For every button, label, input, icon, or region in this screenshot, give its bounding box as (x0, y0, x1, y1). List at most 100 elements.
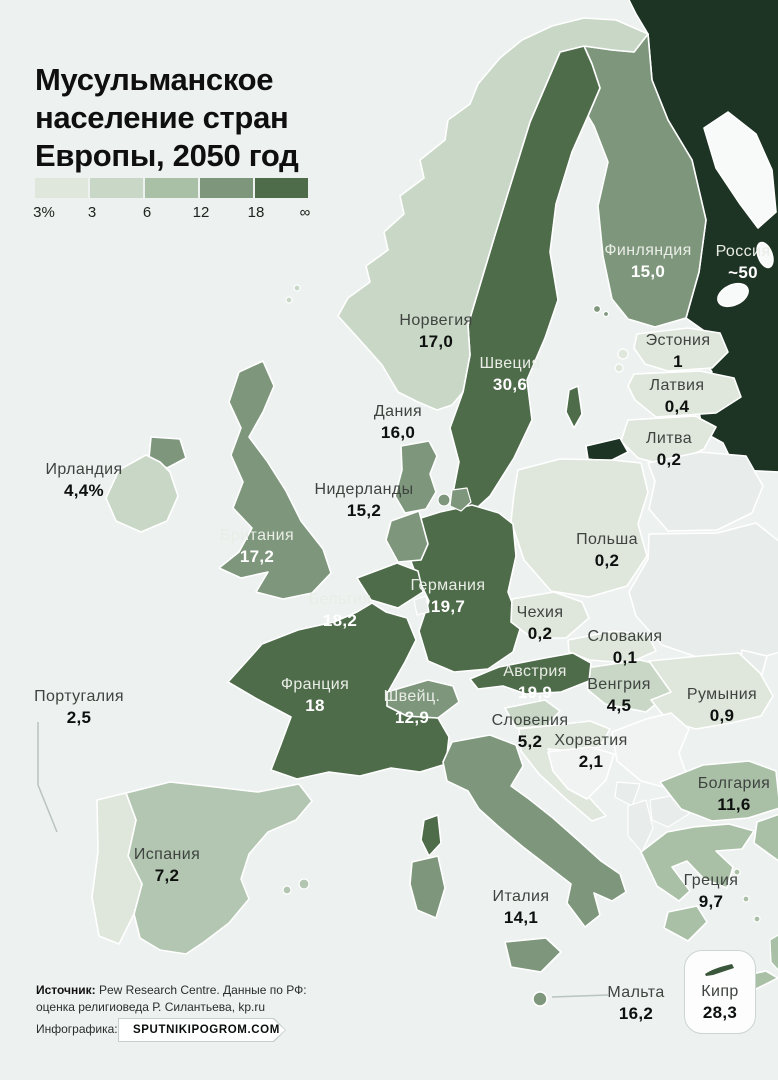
source-label: Источник: (36, 983, 96, 997)
country-value: 17,0 (418, 332, 454, 351)
country-name: Дания (373, 403, 423, 420)
region-turkey-thrace (753, 813, 778, 862)
country-value: 15,0 (630, 262, 666, 281)
country-label-czechia: Чехия 0,2 (517, 602, 564, 644)
country-label-norway: Норвегия 17,0 (399, 310, 472, 352)
island-aegean-3 (753, 915, 761, 923)
country-name: Латвия (649, 377, 705, 394)
source-text-1: Pew Research Centre. Данные по РФ: (95, 983, 307, 997)
country-name: Хорватия (554, 732, 628, 749)
country-value: 12,9 (394, 708, 430, 727)
legend-swatch-3 (145, 178, 198, 198)
country-label-cyprus: Кипр 28,3 (701, 981, 738, 1023)
country-name: Испания (133, 846, 201, 863)
source-line-1: Источник: Pew Research Centre. Данные по… (36, 982, 307, 999)
credit-site-badge: SPUTNIKIPOGROM.COM (118, 1018, 286, 1042)
lake-ladoga (717, 282, 749, 308)
country-name: Франция (280, 676, 350, 693)
legend-swatch-1 (35, 178, 88, 198)
region-peloponnese (663, 905, 708, 942)
country-value: 9,7 (698, 892, 724, 911)
country-label-switzerland: Швейц. 12,9 (384, 686, 441, 728)
credit-site-text: SPUTNIKIPOGROM.COM (119, 1019, 285, 1041)
legend-label: ∞ (299, 204, 311, 221)
country-label-estonia: Эстония 1 (646, 330, 711, 372)
legend-label: 3% (33, 204, 55, 221)
country-value: 0,4 (664, 397, 690, 416)
country-name: Мальта (607, 984, 665, 1001)
country-label-russia: Россия ~50 (716, 241, 771, 283)
island-hiiumaa (614, 363, 624, 373)
country-value: 0,2 (594, 551, 620, 570)
country-label-portugal: Португалия 2,5 (34, 686, 124, 728)
legend-label: 6 (142, 204, 152, 221)
island-aland-1 (592, 304, 602, 314)
country-name: Нидерланды (314, 481, 414, 498)
country-value: 28,3 (702, 1003, 738, 1022)
country-label-austria: Австрия 19,9 (503, 661, 567, 703)
country-czechia (510, 591, 590, 639)
country-label-bulgaria: Болгария 11,6 (698, 773, 770, 815)
country-label-belgium: Бельгия 18,2 (309, 589, 372, 631)
country-name: Норвегия (399, 312, 473, 329)
country-belarus (647, 451, 764, 532)
island-funen (437, 493, 451, 507)
country-name: Словакия (587, 628, 663, 645)
country-label-spain: Испания 7,2 (134, 844, 200, 886)
island-orkney (285, 296, 293, 304)
country-name: Ирландия (45, 461, 123, 478)
country-label-latvia: Латвия 0,4 (650, 375, 705, 417)
country-value: 2,5 (66, 708, 92, 727)
island-corsica (420, 814, 442, 857)
country-value: 14,1 (503, 908, 539, 927)
island-malta-dot (532, 991, 548, 1007)
island-aegean-1 (733, 868, 741, 876)
country-denmark (394, 440, 438, 514)
country-italy (442, 734, 627, 928)
country-luxembourg (413, 595, 430, 616)
country-name: Болгария (697, 775, 771, 792)
legend-label: 12 (192, 204, 210, 221)
country-name: Бельгия (308, 591, 372, 608)
country-austria (469, 652, 592, 695)
country-switzerland (386, 679, 460, 719)
cyprus-island-icon (705, 964, 734, 976)
country-value: ~50 (728, 263, 758, 282)
country-bosnia (547, 746, 615, 800)
country-value: 15,2 (346, 501, 382, 520)
island-sicily (504, 937, 562, 973)
country-label-croatia: Хорватия 2,1 (554, 730, 627, 772)
country-belgium (356, 562, 424, 609)
cyprus-callout-box (684, 950, 756, 1034)
country-label-denmark: Дания 16,0 (374, 401, 422, 443)
country-ireland (105, 454, 179, 533)
credit-label: Инфографика: (36, 1022, 118, 1036)
country-value: 0,2 (527, 624, 553, 643)
portugal-connector-line (37, 722, 58, 833)
country-value: 2,1 (578, 752, 604, 771)
country-label-france: Франция 18 (281, 674, 349, 716)
country-value: 4,5 (606, 696, 632, 715)
country-name: Швеция (479, 355, 541, 372)
country-value: 19,7 (430, 597, 466, 616)
country-value: 5,2 (517, 732, 543, 751)
country-label-italy: Италия 14,1 (493, 886, 550, 928)
country-label-malta: Мальта 16,2 (607, 982, 664, 1024)
country-label-hungary: Венгрия 4,5 (587, 674, 651, 716)
country-value: 18 (305, 696, 325, 715)
country-name: Австрия (503, 663, 567, 680)
country-value: 0,1 (612, 648, 638, 667)
island-balearic-2 (298, 878, 310, 890)
country-germany (401, 504, 522, 673)
island-shetland (293, 284, 301, 292)
country-value: 0,9 (709, 706, 735, 725)
country-name: Румыния (686, 686, 758, 703)
country-value: 16,2 (618, 1004, 654, 1023)
country-label-ireland: Ирландия 4,4% (45, 459, 122, 501)
country-portugal (91, 792, 143, 945)
country-value: 19,9 (517, 683, 553, 702)
island-saaremaa (617, 348, 629, 360)
country-name: Польша (576, 531, 638, 548)
country-name: Италия (492, 888, 550, 905)
